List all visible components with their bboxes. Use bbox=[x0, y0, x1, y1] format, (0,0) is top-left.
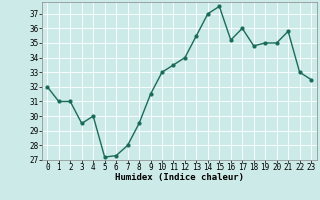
X-axis label: Humidex (Indice chaleur): Humidex (Indice chaleur) bbox=[115, 173, 244, 182]
